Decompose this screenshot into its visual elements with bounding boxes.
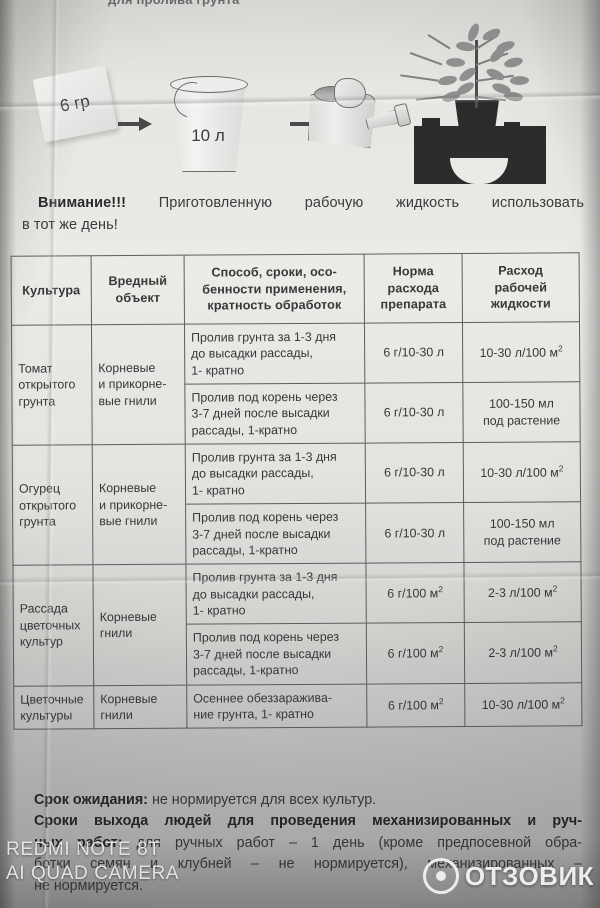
table-row: Цветочные культуры Корневые гнили Осеннее … [13, 682, 582, 730]
table-header-row: Культура Вредный объект Способ, сроки, ос… [11, 252, 580, 326]
cell-consumption: 10-30 л/100 м2 [463, 441, 581, 503]
col-header-consumption: Расход рабочей жидкости [462, 252, 580, 323]
device-watermark: REDMI NOTE 8T AI QUAD CAMERA [6, 838, 179, 886]
cell-culture: Цветочные культуры [13, 685, 94, 730]
cell-method: Осеннее обеззаражива-ние грунта, 1- крат… [186, 683, 367, 729]
cell-norm: 6 г/10-30 л [365, 442, 464, 504]
attention-line1: Приготовленную рабочую жидкость использо… [158, 195, 584, 211]
otzovik-logo-icon [422, 858, 459, 894]
attention-bold-label: Внимание!!! [38, 195, 127, 211]
arrow-right-icon [118, 116, 152, 132]
reentry-text-line1: для ручных работ – 1 день (кроме предпос… [136, 834, 583, 851]
attention-line2: в тот же день! [22, 217, 118, 234]
attention-note: Внимание!!! Приготовленную рабочую жидко… [22, 192, 584, 237]
waiting-period-line: Срок ожидания: не нормируется для всех к… [34, 790, 582, 811]
waiting-period-label: Срок ожидания: [34, 792, 148, 808]
reentry-text-line3: не нормируется. [34, 877, 143, 894]
potted-plant-icon [400, 21, 560, 186]
bucket-label: 10 л [191, 126, 225, 145]
cell-culture: Огурец открытого грунта [12, 444, 93, 566]
cell-culture: Рассада цветочных культур [12, 565, 94, 686]
site-watermark: ОТЗОВИК [422, 858, 594, 894]
cell-norm: 6 г/100 м2 [366, 683, 465, 728]
cell-pest: Корневые гнили [93, 684, 187, 730]
col-header-method: Способ, сроки, осо-бенности применения, к… [184, 254, 365, 325]
table-row: Огурец открытого грунта Корневые и прикорне… [12, 441, 581, 566]
cell-consumption: 100-150 мл под растение [463, 501, 581, 563]
col-header-culture: Культура [11, 255, 92, 326]
reentry-label-line1: Сроки выхода людей для проведения механи… [34, 813, 582, 830]
cell-norm: 6 г/10-30 л [365, 502, 464, 564]
dose-packet-icon: 6 гр [32, 65, 118, 143]
cell-method: Пролив грунта за 1-3 дня до высадки расса… [184, 322, 365, 385]
col-header-pest: Вредный объект [91, 255, 185, 325]
cell-method: Пролив под корень через 3-7 дней после вы… [185, 503, 366, 565]
cell-pest: Корневые и прикорне-вые гнили [92, 444, 186, 566]
cutoff-heading-text: для пролива грунта [108, 0, 408, 8]
cell-method: Пролив грунта за 1-3 дня до высадки расса… [185, 563, 367, 625]
cell-norm: 6 г/100 м2 [365, 562, 465, 624]
table-row: Рассада цветочных культур Корневые гнили Пр… [12, 562, 582, 686]
cell-consumption: 2-3 л/100 м2 [463, 562, 582, 623]
cell-consumption: 10-30 л/100 м2 [462, 321, 580, 383]
dilution-diagram: 6 гр 10 л [0, 16, 600, 186]
col-header-norm: Норма расхода препарата [364, 253, 463, 323]
cell-norm: 6 г/10-30 л [364, 382, 464, 444]
cell-pest: Корневые гнили [92, 564, 187, 686]
cell-pest: Корневые и прикорне-вые гнили [91, 324, 186, 445]
cell-method: Пролив грунта за 1-3 дня до высадки расса… [185, 443, 366, 505]
site-watermark-text: ОТЗОВИК [464, 860, 594, 891]
cell-consumption: 2-3 л/100 м2 [464, 622, 582, 684]
cell-consumption: 100-150 мл под растение [462, 381, 581, 443]
application-rates-table: Культура Вредный объект Способ, сроки, ос… [11, 252, 583, 730]
reentry-label-line2: ных работ: [34, 834, 123, 851]
device-watermark-line1: REDMI NOTE 8T [6, 839, 161, 860]
cell-norm: 6 г/100 м2 [366, 622, 465, 684]
cell-method: Пролив под корень через 3-7 дней после вы… [186, 623, 367, 685]
dose-packet-label: 6 гр [58, 91, 92, 116]
device-watermark-line2: AI QUAD CAMERA [6, 862, 180, 884]
cell-consumption: 10-30 л/100 м2 [464, 682, 582, 727]
cell-norm: 6 г/10-30 л [364, 322, 463, 384]
cell-method: Пролив под корень через 3-7 дней после вы… [184, 383, 366, 445]
watering-can-icon [300, 72, 412, 156]
table-row: Томат открытого грунта Корневые и прикорне-… [11, 321, 580, 446]
cell-culture: Томат открытого грунта [11, 324, 93, 446]
waiting-period-value: не нормируется для всех культур. [151, 792, 377, 808]
bucket-icon: 10 л [167, 74, 248, 174]
